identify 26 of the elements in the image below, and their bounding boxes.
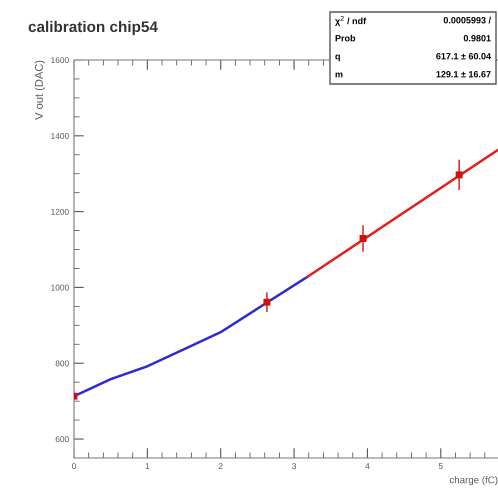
x-tick-label: 4 — [365, 463, 370, 469]
annotation: q — [335, 54, 340, 62]
x-tick-label: 1 — [146, 463, 150, 469]
x-tick-label: 5 — [438, 463, 443, 469]
text: Prob — [336, 34, 356, 42]
y-tick-label: 1200 — [51, 208, 69, 215]
y-tick-label: 1600 — [51, 57, 69, 64]
text: 617.1 ± 60.04 — [436, 53, 491, 60]
y-tick-label: 1400 — [51, 133, 69, 139]
text: χ$^{2}$ / ndf — [335, 16, 366, 26]
y-tick-label: 1000 — [51, 284, 69, 291]
annotation: m — [336, 72, 342, 78]
y-tick-label: 600 — [56, 436, 69, 442]
text: 0.0005993 / — [444, 16, 491, 24]
x-tick-label: 0 — [72, 463, 76, 469]
point — [360, 235, 366, 242]
x-axis-title: charge (fC) — [450, 476, 498, 486]
y-tick-label: 800 — [56, 360, 69, 366]
x-tick-label: 3 — [292, 463, 296, 469]
chart-title: calibration chip54 — [28, 20, 158, 36]
x-tick-label: 2 — [218, 463, 223, 469]
point — [263, 298, 270, 306]
point — [456, 171, 463, 178]
text: 0.9801 — [464, 35, 491, 42]
y-axis-title: V out (DAC) — [34, 60, 46, 120]
annotation: 129.1 ± 16.67 — [436, 71, 491, 78]
